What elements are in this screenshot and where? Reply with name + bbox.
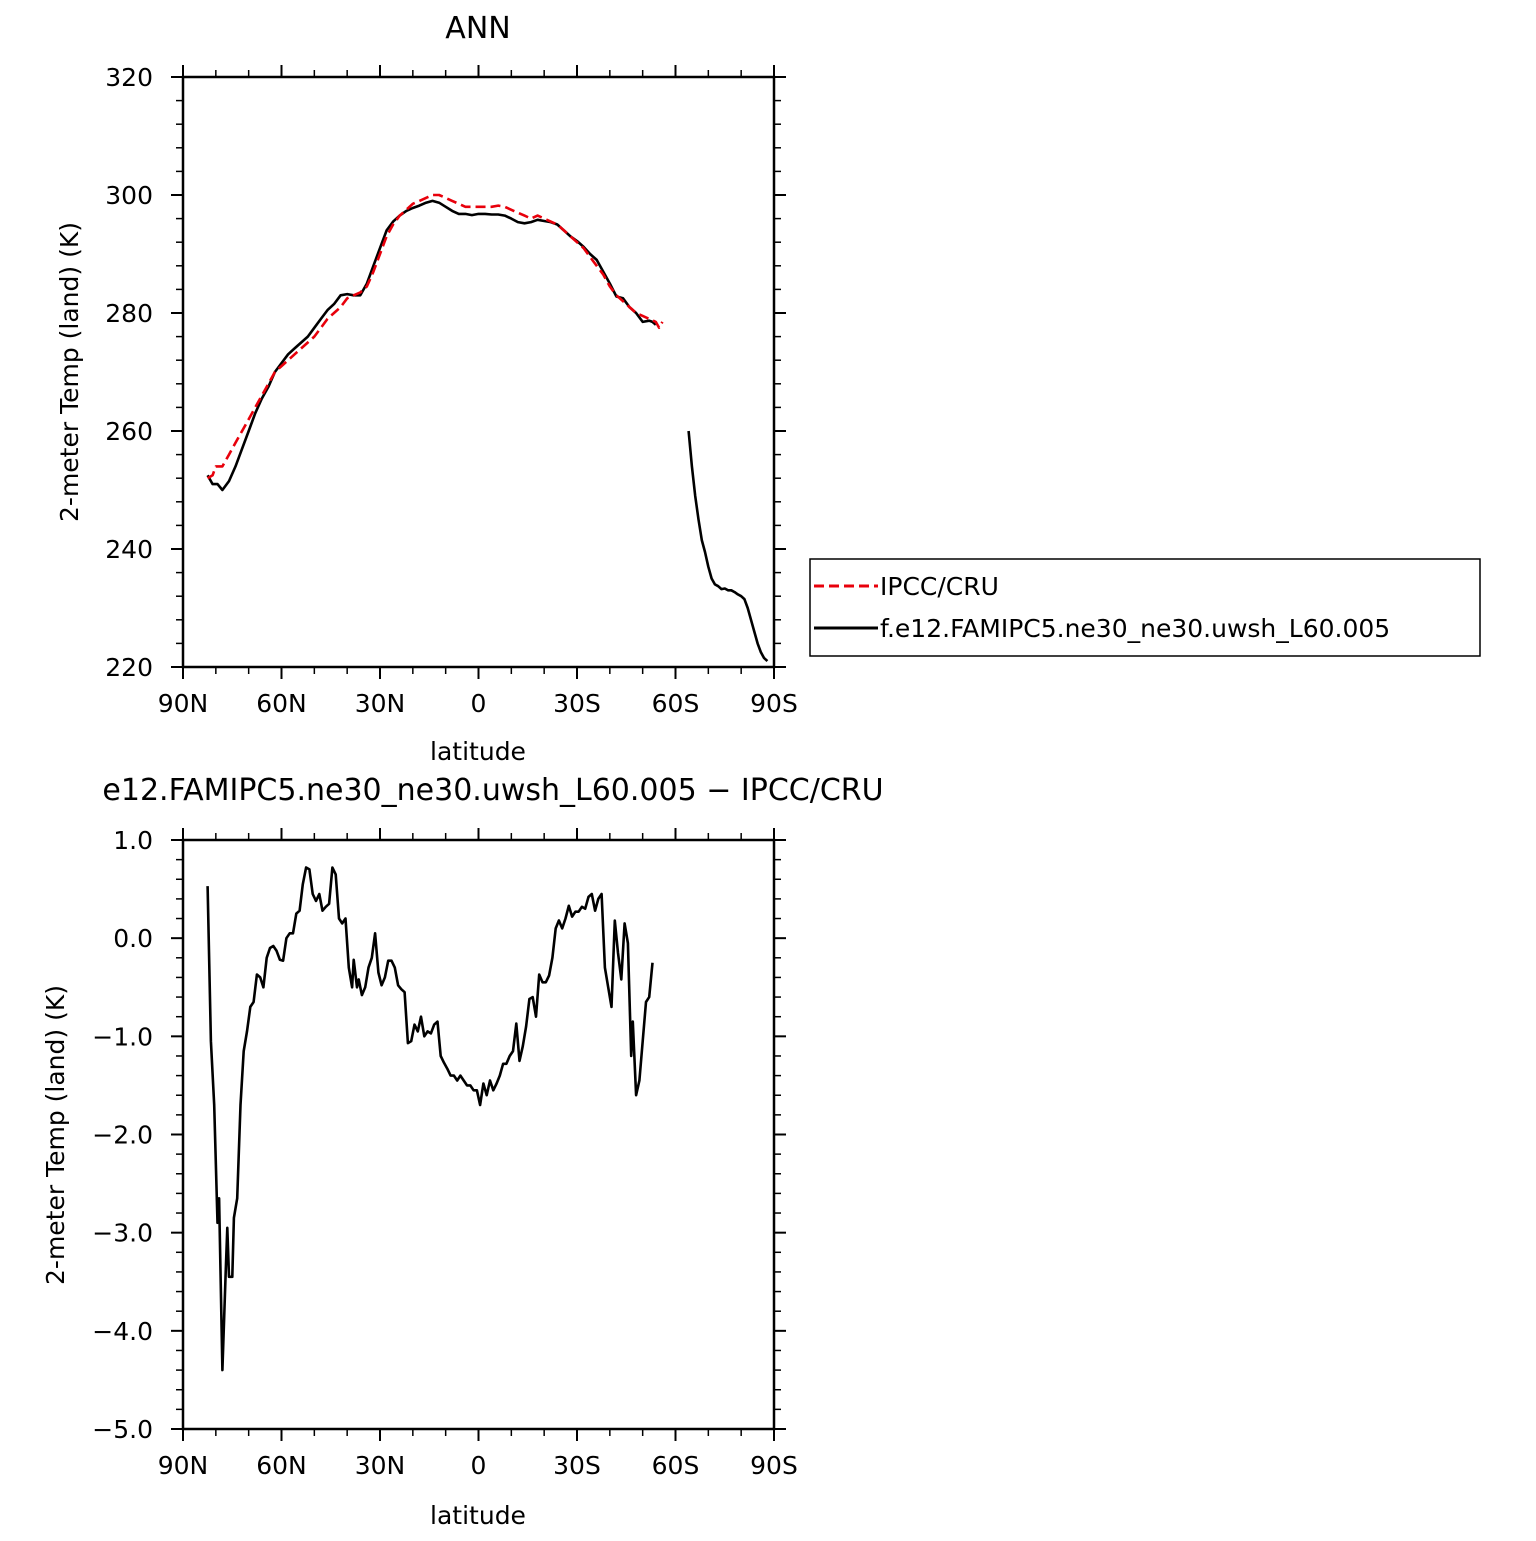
bottom-x-tick-label: 60N [256,1451,307,1480]
top-plot-frame [181,75,776,669]
bottom-chart-title: e12.FAMIPC5.ne30_ne30.uwsh_L60.005 − IPC… [102,773,883,808]
bottom-y-tick-label: −4.0 [92,1317,153,1346]
bottom-y-tick-label: −5.0 [92,1415,153,1444]
bottom-x-tick-label: 30S [553,1451,601,1480]
top-y-tick-label: 240 [105,535,153,564]
top-y-axis-label: 2-meter Temp (land) (K) [55,222,84,522]
bottom-x-tick-label: 90S [750,1451,798,1480]
top-x-tick-label: 60N [256,689,307,718]
bottom-series-line-model [206,866,654,1372]
top-x-tick-label: 0 [471,689,487,718]
top-plot-area: 90N 60N 30N 0 30S 60S 90S 220 240 260 280 300 320 [105,63,798,718]
bottom-x-tick-label: 60S [652,1451,700,1480]
bottom-plot-area: 90N 60N 30N 0 30S 60S 90S −5.0 −4.0 −3.0 −2.0 −1.0 0… [92,826,798,1480]
bottom-y-tick-label: −3.0 [92,1219,153,1248]
top-y-tick-label: 300 [105,181,153,210]
top-series-line-model-south [687,430,769,663]
top-y-tick-label: 320 [105,63,153,92]
top-x-tick-label: 30N [355,689,406,718]
top-y-tick-label: 260 [105,417,153,446]
bottom-y-tick-label: 0.0 [113,924,153,953]
bottom-plot-frame [181,838,776,1431]
legend-label-ipcc-cru: IPCC/CRU [880,572,999,601]
bottom-x-tick-label: 0 [471,1451,487,1480]
bottom-x-axis-label: latitude [430,1501,526,1530]
top-series-line-observations [206,193,664,480]
bottom-x-tick-label: 30N [355,1451,406,1480]
top-y-tick-label: 280 [105,299,153,328]
top-chart-title: ANN [445,11,510,46]
top-x-tick-label: 60S [652,689,700,718]
bottom-y-axis-label: 2-meter Temp (land) (K) [41,985,70,1285]
bottom-y-tick-label: −2.0 [92,1121,153,1150]
top-x-tick-label: 90N [158,689,209,718]
bottom-y-tick-label: 1.0 [113,826,153,855]
legend: IPCC/CRU f.e12.FAMIPC5.ne30_ne30.uwsh_L6… [809,558,1481,657]
bottom-y-tick-label: −1.0 [92,1022,153,1051]
top-x-axis-label: latitude [430,737,526,766]
top-series-line-model [206,199,657,492]
top-y-tick-label: 220 [105,653,153,682]
legend-box [809,558,1481,657]
top-x-tick-label: 90S [750,689,798,718]
bottom-x-tick-label: 90N [158,1451,209,1480]
legend-label-model: f.e12.FAMIPC5.ne30_ne30.uwsh_L60.005 [880,614,1390,643]
top-x-tick-label: 30S [553,689,601,718]
